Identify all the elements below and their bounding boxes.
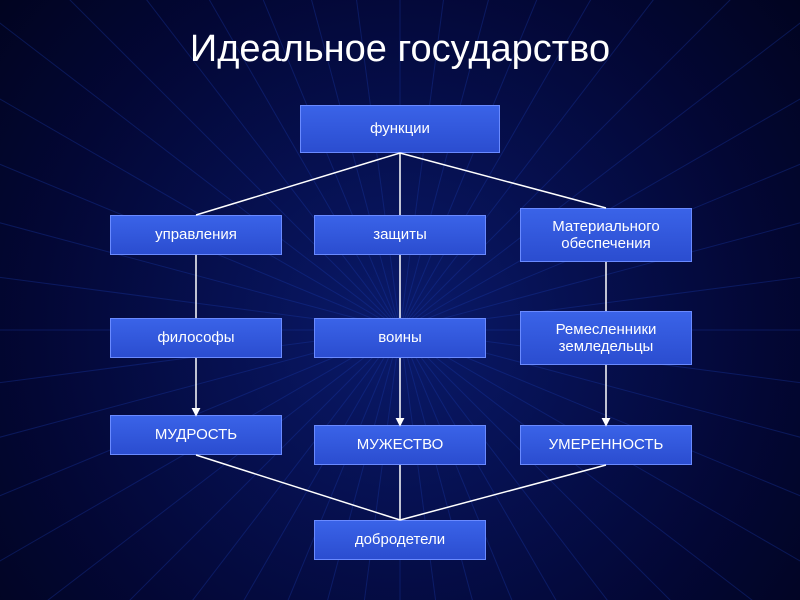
node-virtues: добродетели bbox=[314, 520, 486, 560]
node-manage: управления bbox=[110, 215, 282, 255]
node-courage: МУЖЕСТВО bbox=[314, 425, 486, 465]
node-moderation: УМЕРЕННОСТЬ bbox=[520, 425, 692, 465]
node-defense: защиты bbox=[314, 215, 486, 255]
node-functions: функции bbox=[300, 105, 500, 153]
node-material: Материального обеспечения bbox=[520, 208, 692, 262]
node-warriors: воины bbox=[314, 318, 486, 358]
node-craftsmen: Ремесленники земледельцы bbox=[520, 311, 692, 365]
background bbox=[0, 0, 800, 600]
node-wisdom: МУДРОСТЬ bbox=[110, 415, 282, 455]
page-title: Идеальное государство bbox=[0, 28, 800, 71]
node-philosophers: философы bbox=[110, 318, 282, 358]
